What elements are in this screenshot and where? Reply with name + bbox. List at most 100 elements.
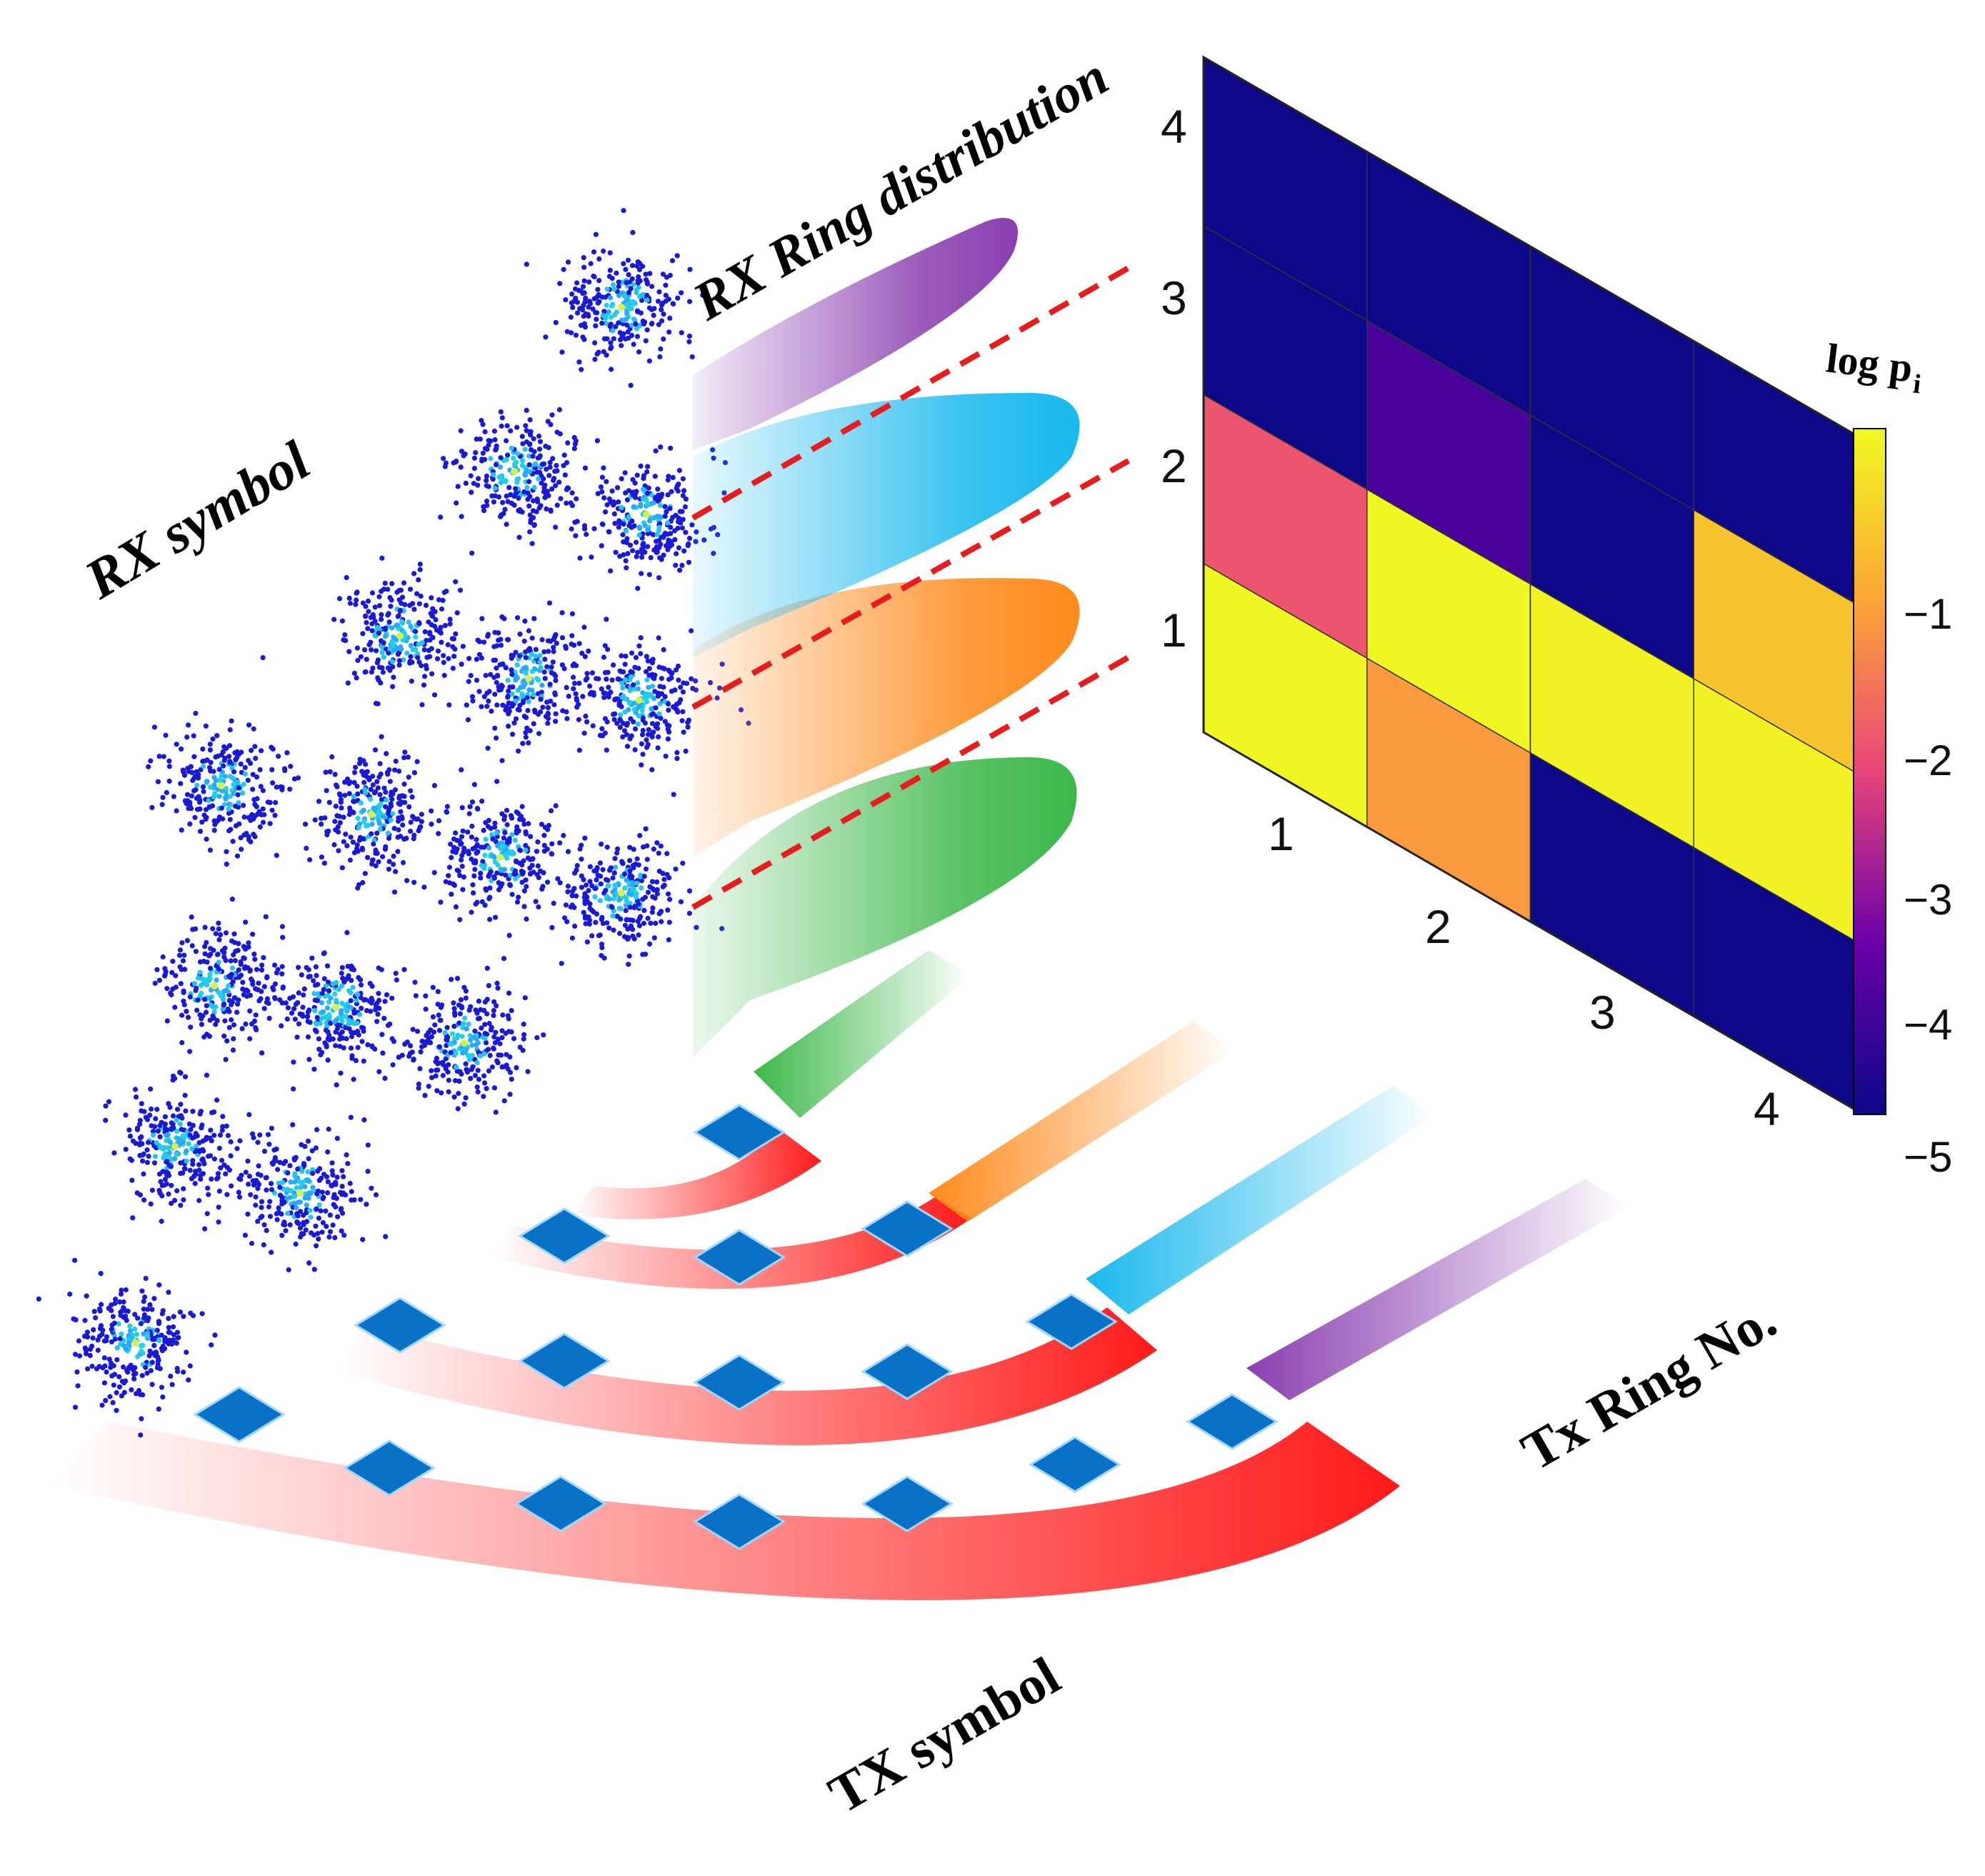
rx-sample-point [588,261,594,266]
rx-sample-point [207,742,213,747]
rx-sample-point [569,611,576,617]
rx-sample-point [395,622,401,628]
rx-sample-point [172,1197,178,1203]
rx-sample-point [611,717,617,722]
rx-sample-point [117,1336,123,1342]
rx-sample-point [565,883,571,889]
rx-sample-point [618,712,624,718]
rx-symbol-cluster [260,555,480,708]
rx-sample-point [223,930,229,936]
rx-sample-point [224,862,229,867]
rx-sample-point [160,794,166,800]
rx-sample-point [376,1069,382,1074]
rx-sample-point [308,1191,314,1197]
rx-sample-point [509,672,515,677]
rx-sample-point [482,1022,488,1027]
rx-sample-point [477,436,483,442]
rx-sample-point [228,1153,234,1159]
rx-sample-point [408,654,414,659]
rx-sample-point [457,917,463,922]
rx-sample-point [651,887,657,893]
rx-sample-point [203,723,209,729]
rx-sample-point [202,977,208,983]
rx-sample-point [516,748,521,754]
rx-sample-point [355,815,361,822]
rx-sample-point [251,797,257,802]
rx-sample-point [581,624,587,630]
rx-sample-point [507,1054,513,1060]
rx-sample-point [442,464,448,469]
rx-sample-point [613,324,619,329]
rx-sample-point [502,507,508,512]
rx-sample-point [626,488,631,494]
decision-thresholds [691,265,1130,910]
rx-sample-point [381,654,386,660]
rx-sample-point [376,859,381,864]
rx-sample-point [553,524,559,530]
rx-sample-point [495,985,501,991]
rx-sample-point [640,715,646,721]
rx-sample-point [493,1109,499,1115]
rx-sample-point [640,952,646,957]
rx-sample-point [127,1328,134,1334]
rx-sample-point [665,547,671,553]
rx-sample-point [406,619,411,625]
rx-sample-point [481,504,486,509]
rx-sample-point [253,1025,259,1031]
rx-sample-point [377,827,383,832]
rx-sample-point [411,571,417,577]
rx-sample-point [371,614,376,620]
rx-sample-point [166,758,172,764]
rx-sample-point [390,664,396,670]
rx-sample-point [657,701,663,707]
rx-sample-point [361,758,366,764]
rx-sample-point [229,775,236,781]
rx-sample-point [376,818,381,824]
rx-sample-point [592,356,598,362]
rx-sample-point [644,737,649,743]
rx-sample-point [634,894,639,900]
rx-cluster-center [618,304,625,311]
rx-sample-point [334,979,339,985]
rx-sample-point [73,1317,79,1323]
rx-sample-point [520,1047,526,1053]
rx-sample-point [160,954,166,960]
rx-sample-point [398,834,404,839]
rx-sample-point [170,1337,176,1343]
rx-sample-point [200,759,206,764]
rx-sample-point [505,1013,511,1019]
rx-sample-point [594,438,601,444]
rx-sample-point [608,314,614,320]
rx-sample-point [421,682,427,688]
rx-sample-point [454,976,461,982]
rx-sample-point [665,520,671,526]
rx-sample-point [174,742,179,747]
rx-sample-point [207,847,213,853]
rx-sample-point [345,1161,351,1167]
rx-sample-point [463,480,469,487]
rx-sample-point [574,663,579,669]
rx-sample-point [198,1109,204,1114]
rx-sample-point [573,691,579,697]
rx-sample-point [305,1138,311,1144]
rx-sample-point [139,1108,144,1114]
rx-sample-point [604,286,610,292]
rx-sample-point [151,1296,157,1302]
rx-sample-point [320,1196,326,1202]
rx-lobe-purple [693,218,1018,450]
rx-sample-point [409,794,415,800]
rx-sample-point [139,1416,144,1422]
rx-sample-point [456,1091,461,1097]
rx-sample-point [258,996,264,1002]
rx-sample-point [241,782,246,787]
rx-sample-point [360,1237,366,1242]
rx-sample-point [649,734,655,740]
rx-sample-point [234,1009,240,1015]
rx-sample-point [354,784,360,789]
rx-sample-point [370,665,376,671]
rx-sample-point [208,784,214,790]
rx-sample-point [643,338,649,344]
rx-sample-point [662,504,668,509]
rx-sample-point [493,462,499,468]
rx-sample-point [609,366,614,372]
